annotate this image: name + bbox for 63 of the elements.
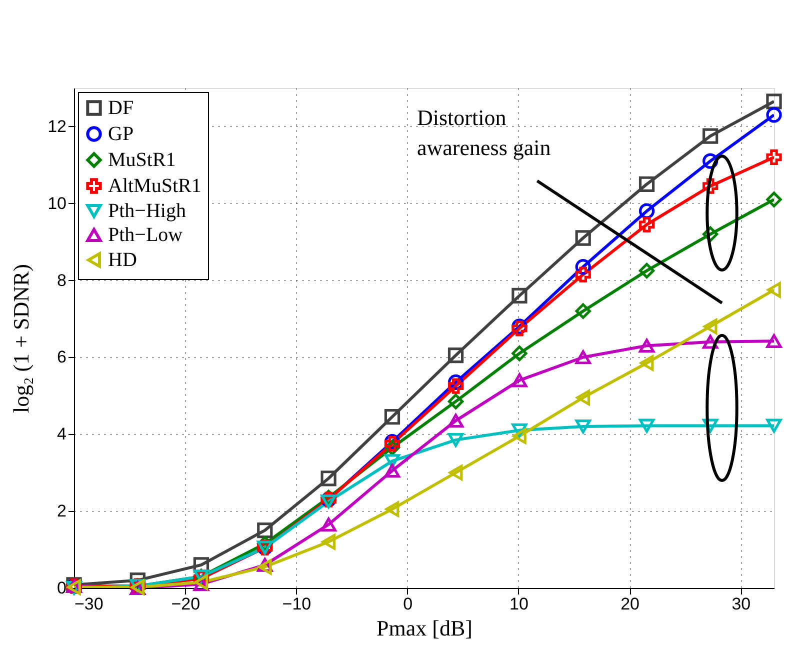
x-tick-label: −20 <box>171 594 200 614</box>
point <box>638 176 655 192</box>
y-tick-label: 8 <box>57 270 66 290</box>
point <box>512 288 528 304</box>
y-tick-label: 2 <box>57 502 66 521</box>
legend-label: DF <box>108 97 134 119</box>
point <box>767 282 781 298</box>
point <box>258 559 272 575</box>
point <box>638 418 655 433</box>
point <box>766 107 782 123</box>
y-tick-label: 4 <box>57 424 66 444</box>
y-tick-label: 6 <box>57 348 66 367</box>
point <box>448 464 463 480</box>
point <box>384 409 400 425</box>
legend-label: GP <box>108 123 134 145</box>
point <box>448 378 464 394</box>
point <box>766 149 782 166</box>
point <box>448 347 464 364</box>
point <box>448 414 464 428</box>
point <box>322 534 336 550</box>
point <box>257 522 273 538</box>
point <box>575 303 591 319</box>
point <box>575 350 591 364</box>
point <box>512 428 526 444</box>
y-tick-label: 0 <box>57 578 66 598</box>
y-tick-label: 12 <box>48 116 66 136</box>
point <box>766 418 782 433</box>
point <box>512 346 528 362</box>
point <box>320 518 336 532</box>
legend-label: MuStR1 <box>108 149 176 171</box>
legend-label: HD <box>108 249 137 271</box>
x-axis-title: Pmax [dB] <box>376 616 472 640</box>
point <box>320 494 336 508</box>
point <box>384 464 400 478</box>
point <box>703 318 718 334</box>
legend-label: AltMuStR1 <box>108 175 202 197</box>
point <box>638 262 655 279</box>
x-tick-label: 0 <box>403 594 413 614</box>
x-tick-label: 20 <box>620 594 640 614</box>
x-tick-label: 30 <box>732 594 751 614</box>
point <box>320 470 336 486</box>
point <box>702 128 718 144</box>
point <box>512 373 528 388</box>
point <box>448 432 464 447</box>
legend-label: Pth−High <box>108 200 186 222</box>
point <box>640 355 654 371</box>
annotation: Distortion awareness gain <box>417 105 551 160</box>
legend-label: Pth−Low <box>108 224 184 246</box>
point <box>576 390 590 406</box>
point <box>638 338 655 353</box>
y-axis-title: log₂ (1 + SDNR) <box>8 264 34 414</box>
point <box>575 266 591 282</box>
x-tick-label: −30 <box>74 594 104 614</box>
point <box>448 394 464 410</box>
point <box>766 334 782 348</box>
point <box>385 501 400 517</box>
y-tick-label: 10 <box>48 194 66 213</box>
x-tick-label: 10 <box>509 594 528 614</box>
point <box>575 420 591 434</box>
point <box>766 192 782 208</box>
point <box>575 230 591 246</box>
point <box>638 216 655 232</box>
x-tick-label: −10 <box>282 594 312 614</box>
